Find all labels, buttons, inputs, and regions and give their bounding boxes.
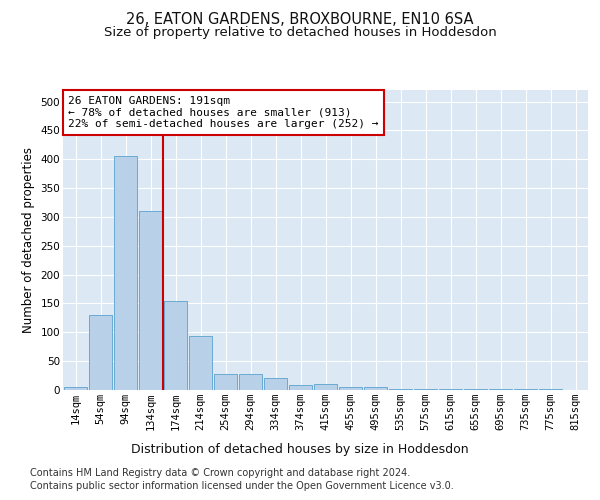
Text: Contains public sector information licensed under the Open Government Licence v3: Contains public sector information licen… [30,481,454,491]
Y-axis label: Number of detached properties: Number of detached properties [22,147,35,333]
Bar [89,315,112,390]
Bar [214,374,237,390]
Bar [64,387,87,390]
Bar [164,300,187,390]
Text: 26 EATON GARDENS: 191sqm
← 78% of detached houses are smaller (913)
22% of semi-: 26 EATON GARDENS: 191sqm ← 78% of detach… [68,96,379,129]
Bar [314,384,337,390]
Text: 26, EATON GARDENS, BROXBOURNE, EN10 6SA: 26, EATON GARDENS, BROXBOURNE, EN10 6SA [126,12,474,28]
Bar [114,156,137,390]
Bar [189,336,212,390]
Bar [239,374,262,390]
Bar [139,211,162,390]
Text: Distribution of detached houses by size in Hoddesdon: Distribution of detached houses by size … [131,442,469,456]
Bar [264,378,287,390]
Text: Size of property relative to detached houses in Hoddesdon: Size of property relative to detached ho… [104,26,496,39]
Text: Contains HM Land Registry data © Crown copyright and database right 2024.: Contains HM Land Registry data © Crown c… [30,468,410,477]
Bar [364,387,387,390]
Bar [514,389,537,390]
Bar [289,385,312,390]
Bar [339,387,362,390]
